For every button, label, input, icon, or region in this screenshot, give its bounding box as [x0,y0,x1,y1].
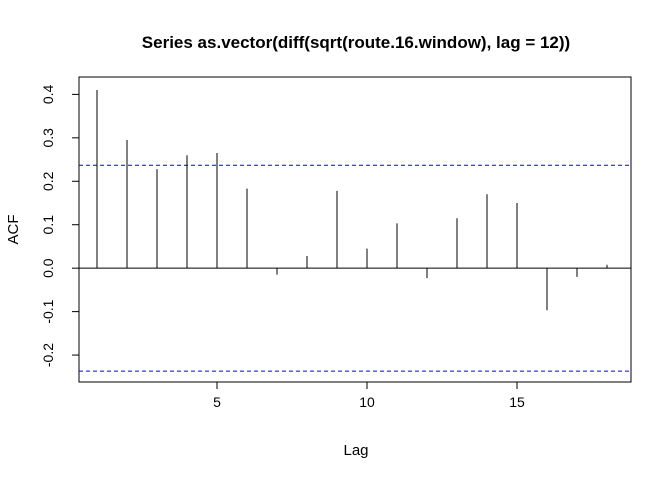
y-axis-label: ACF [5,215,22,245]
x-tick-label: 10 [359,394,375,410]
x-axis-label: Lag [343,442,368,459]
y-tick-label: 0.1 [40,215,56,235]
y-tick-label: 0.3 [40,128,56,148]
plot-box [78,76,632,383]
x-tick-label: 5 [213,394,221,410]
y-tick-label: 0.4 [40,84,56,104]
y-tick-label: -0.1 [40,299,56,323]
y-tick-label: -0.2 [40,343,56,367]
y-tick-label: 0.2 [40,171,56,191]
y-tick-label: 0.0 [40,258,56,278]
plot-area: 5 10 15 -0.2 -0.1 0.0 0.1 0.2 0.3 0.4 [40,76,632,410]
x-tick-label: 15 [509,394,525,410]
chart-title: Series as.vector(diff(sqrt(route.16.wind… [142,33,570,52]
